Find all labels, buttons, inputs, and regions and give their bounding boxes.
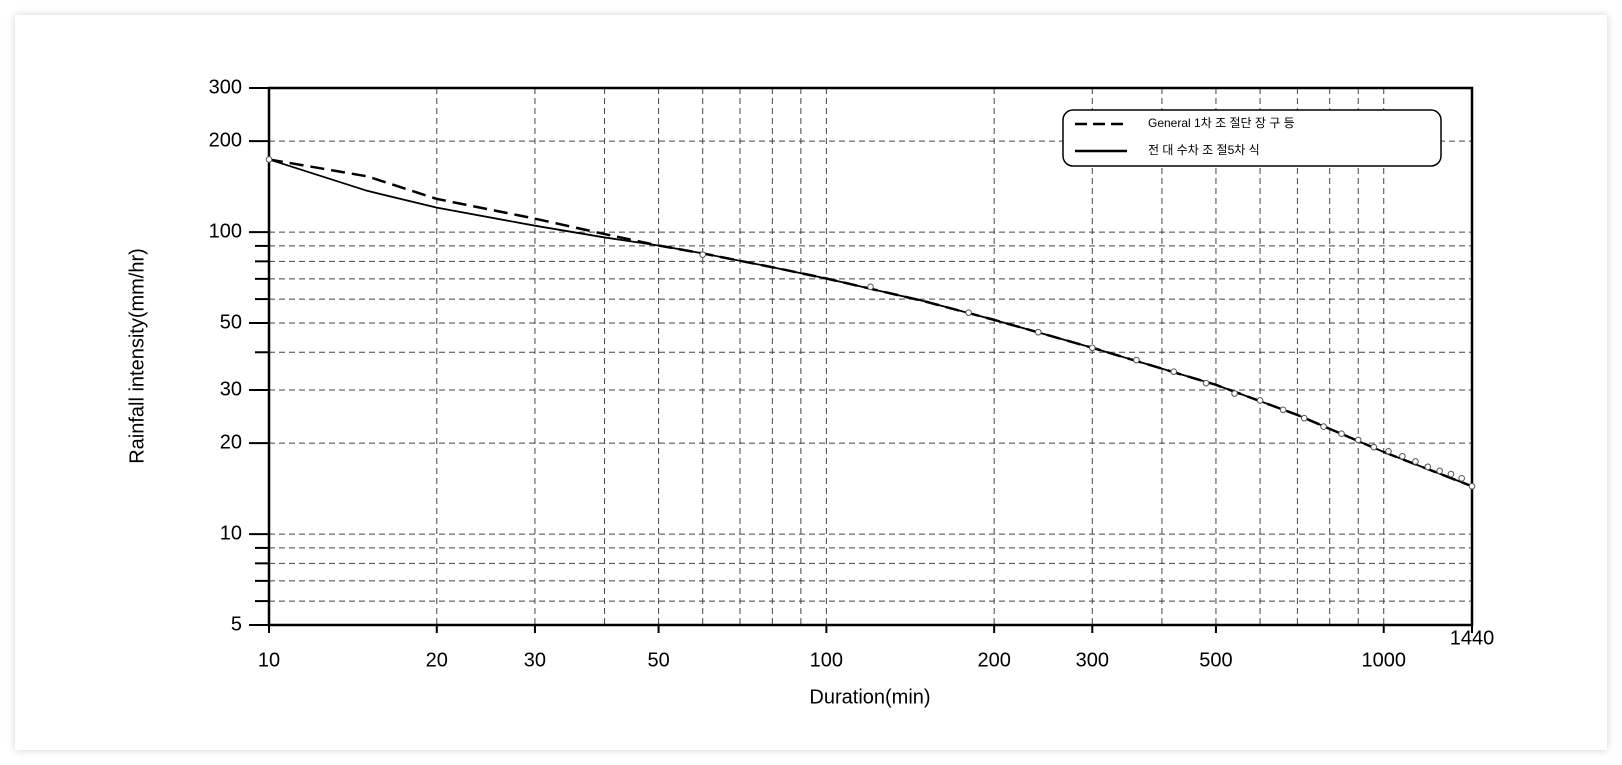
x-tick-label: 200 (977, 649, 1010, 671)
y-axis-label: Rainfall intensity(mm/hr) (126, 248, 148, 464)
data-point (1424, 463, 1432, 471)
y-tick-label: 200 (209, 129, 242, 151)
legend-box (1062, 109, 1442, 167)
data-point (1279, 406, 1287, 414)
data-point (1202, 379, 1210, 387)
data-point (1354, 436, 1362, 444)
x-tick-label: 50 (647, 649, 669, 671)
y-tick-label: 300 (209, 76, 242, 98)
data-point (1256, 397, 1264, 404)
data-point (1320, 423, 1327, 430)
x-axis-label: Duration(min) (809, 686, 930, 708)
data-point (699, 251, 707, 258)
x-tick-label: 1440 (1450, 627, 1495, 649)
x-tick-label: 20 (426, 649, 448, 671)
data-point (1338, 430, 1345, 437)
data-point (1370, 443, 1378, 451)
data-point (1399, 452, 1406, 460)
data-point (1412, 458, 1419, 465)
x-tick-label: 1000 (1361, 649, 1406, 671)
data-point (1088, 344, 1096, 352)
data-point (1468, 482, 1476, 490)
x-tick-label: 10 (258, 649, 280, 671)
y-tick-label: 50 (220, 311, 242, 333)
y-tick-label: 100 (209, 220, 242, 242)
data-point (1458, 475, 1465, 482)
data-point (1300, 414, 1308, 422)
data-point (867, 283, 874, 291)
x-tick-label: 300 (1076, 649, 1109, 671)
series-line (268, 158, 1473, 488)
x-tick-label: 30 (524, 649, 546, 671)
plot-frame (267, 86, 1474, 627)
data-point (1133, 356, 1140, 364)
data-point (965, 309, 972, 316)
data-point (1170, 368, 1178, 375)
data-point (1447, 470, 1455, 478)
data-point (1034, 328, 1042, 336)
y-tick-label: 10 (220, 522, 242, 544)
data-point (1385, 447, 1392, 455)
data-point (1436, 467, 1443, 475)
y-tick-label: 5 (231, 613, 242, 635)
y-tick-label: 30 (220, 378, 242, 400)
y-tick-label: 20 (220, 431, 242, 453)
data-point (265, 156, 273, 163)
x-tick-label: 100 (810, 649, 843, 671)
legend-label: General 1차 조 절단 장 구 등 (1148, 116, 1295, 130)
x-tick-label: 500 (1199, 649, 1232, 671)
data-point (1231, 390, 1238, 397)
legend-label: 전 대 수차 조 절5차 식 (1148, 143, 1260, 157)
